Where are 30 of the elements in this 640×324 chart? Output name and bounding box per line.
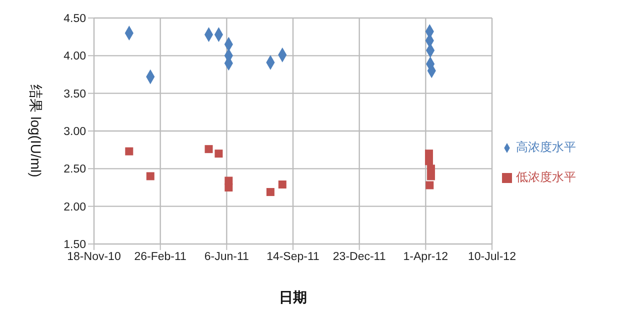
y-axis-title: 结果 log(IU/ml) bbox=[28, 84, 44, 178]
x-tick-label: 6-Jun-11 bbox=[204, 251, 249, 264]
point bbox=[426, 181, 434, 190]
y-tick-label: 1.50 bbox=[64, 239, 86, 252]
x-tick-label: 18-Nov-10 bbox=[67, 251, 121, 264]
y-tick-label: 2.00 bbox=[64, 201, 86, 214]
point bbox=[266, 188, 274, 196]
point bbox=[424, 150, 433, 158]
x-tick-label: 1-Apr-12 bbox=[403, 251, 448, 264]
point bbox=[426, 172, 435, 180]
point bbox=[204, 145, 213, 154]
x-tick-label: 10-Jul-12 bbox=[468, 251, 516, 264]
legend-label: 低浓度水平 bbox=[516, 170, 576, 184]
point bbox=[146, 172, 154, 180]
y-tick-label: 3.50 bbox=[64, 88, 86, 100]
x-tick-label: 23-Dec-11 bbox=[332, 251, 386, 264]
legend-label: 高浓度水平 bbox=[516, 140, 576, 154]
x-axis-title: 日期 bbox=[279, 289, 307, 305]
x-tick-label: 14-Sep-11 bbox=[266, 251, 320, 264]
x-tick-label: 26-Feb-11 bbox=[134, 251, 186, 264]
point bbox=[426, 164, 435, 173]
y-tick-label: 2.50 bbox=[64, 164, 86, 176]
y-tick-label: 3.00 bbox=[64, 126, 86, 138]
point bbox=[224, 184, 233, 192]
point bbox=[214, 150, 223, 158]
y-tick-label: 4.00 bbox=[64, 50, 86, 63]
point bbox=[424, 157, 433, 166]
point bbox=[125, 147, 134, 156]
point bbox=[278, 180, 286, 188]
y-tick-label: 4.50 bbox=[64, 13, 86, 26]
